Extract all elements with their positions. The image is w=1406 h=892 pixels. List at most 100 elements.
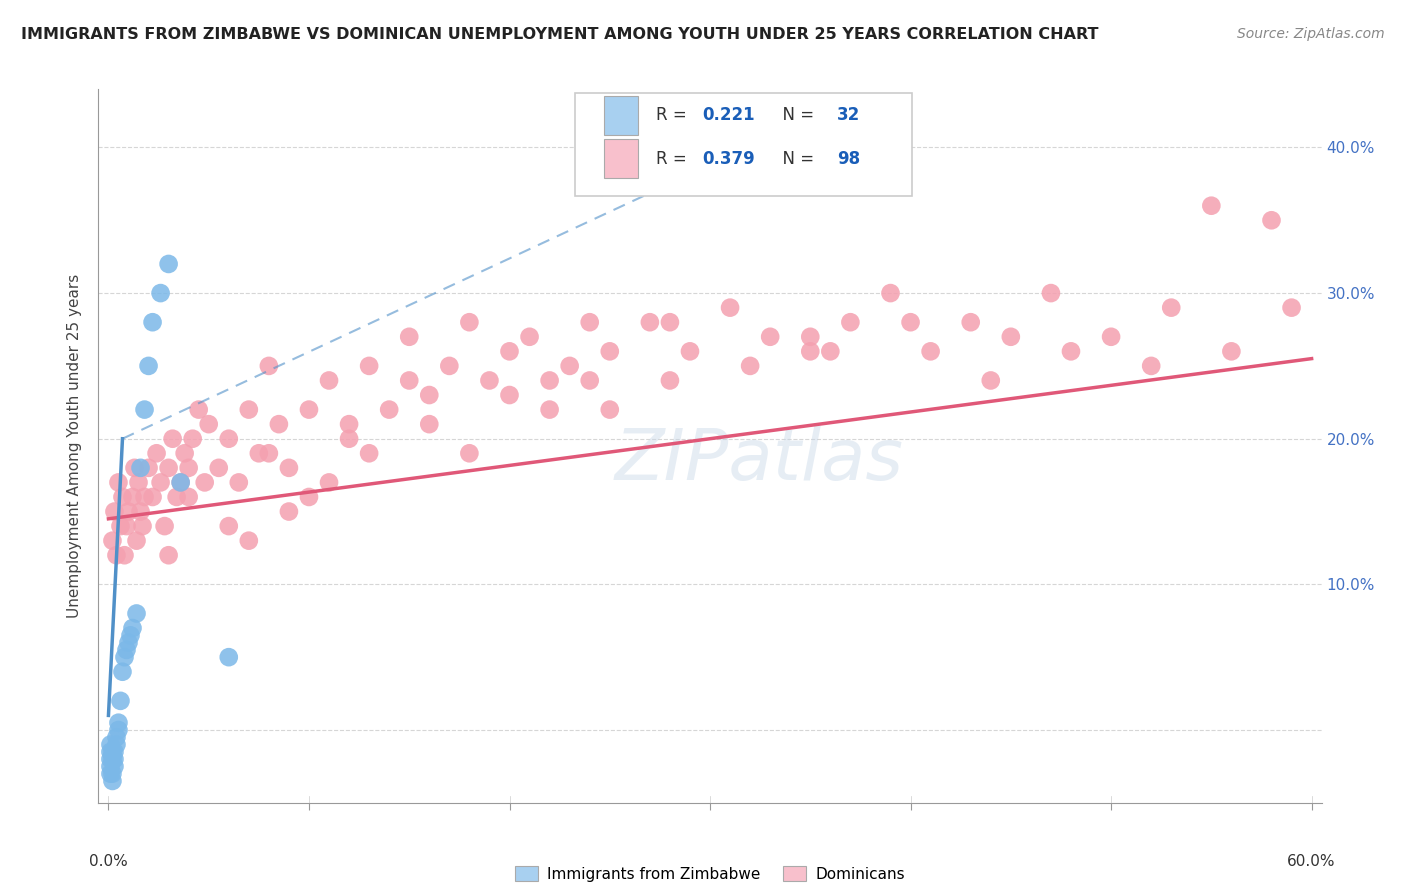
Point [218, 650, 240, 665]
Point [378, 402, 401, 417]
Point [105, 738, 128, 752]
Point [100, 752, 122, 766]
Point [101, 533, 124, 548]
Point [100, 738, 122, 752]
Point [157, 460, 180, 475]
Text: 0.0%: 0.0% [89, 854, 128, 869]
Point [1140, 359, 1163, 373]
Point [111, 665, 134, 679]
Point [169, 475, 191, 490]
Point [124, 460, 146, 475]
Point [799, 344, 821, 359]
Text: 0.379: 0.379 [703, 150, 755, 168]
Text: 0.221: 0.221 [703, 106, 755, 124]
Point [658, 374, 681, 388]
Point [107, 715, 129, 730]
Point [129, 460, 152, 475]
Point [538, 374, 561, 388]
Point [228, 475, 250, 490]
Point [208, 460, 231, 475]
Point [103, 504, 125, 518]
Point [498, 388, 520, 402]
Point [1000, 330, 1022, 344]
Point [110, 519, 132, 533]
Point [318, 475, 340, 490]
Point [359, 446, 381, 460]
Point [679, 344, 702, 359]
Point [519, 330, 541, 344]
Point [153, 519, 176, 533]
Point [128, 475, 150, 490]
Point [218, 432, 240, 446]
Point [101, 766, 124, 780]
Point [194, 475, 217, 490]
Point [177, 460, 200, 475]
Point [100, 745, 122, 759]
Point [115, 519, 138, 533]
Text: 32: 32 [837, 106, 860, 124]
Point [1201, 199, 1223, 213]
Point [267, 417, 290, 432]
Point [125, 533, 148, 548]
Text: ZIPatlas: ZIPatlas [614, 425, 904, 495]
Point [247, 446, 270, 460]
Point [218, 519, 240, 533]
Point [337, 417, 360, 432]
Legend: Immigrants from Zimbabwe, Dominicans: Immigrants from Zimbabwe, Dominicans [509, 860, 911, 888]
Point [638, 315, 661, 329]
Point [578, 315, 600, 329]
Point [166, 490, 188, 504]
Point [439, 359, 461, 373]
Point [197, 417, 219, 432]
Point [759, 330, 782, 344]
Point [418, 417, 440, 432]
Point [1099, 330, 1122, 344]
Point [799, 330, 821, 344]
Text: R =: R = [657, 106, 692, 124]
Point [398, 330, 420, 344]
Point [103, 745, 125, 759]
Point [478, 374, 501, 388]
Point [820, 344, 842, 359]
Point [959, 315, 981, 329]
Point [359, 359, 381, 373]
Point [1281, 301, 1303, 315]
Point [101, 774, 124, 789]
Point [131, 519, 153, 533]
Point [117, 635, 139, 649]
Point [100, 759, 122, 773]
Point [1260, 213, 1282, 227]
Text: N =: N = [772, 106, 820, 124]
Point [1039, 286, 1062, 301]
Point [398, 374, 420, 388]
Point [117, 504, 139, 518]
Point [980, 374, 1002, 388]
Point [578, 374, 600, 388]
Point [879, 286, 901, 301]
Point [120, 628, 142, 642]
Point [538, 402, 561, 417]
Point [238, 533, 260, 548]
Point [169, 475, 191, 490]
Point [257, 446, 280, 460]
Point [298, 402, 321, 417]
Point [107, 475, 129, 490]
Point [173, 446, 195, 460]
Point [181, 432, 204, 446]
Point [157, 548, 180, 562]
Point [107, 723, 129, 737]
Point [298, 490, 321, 504]
Point [138, 359, 160, 373]
Point [134, 490, 156, 504]
Point [125, 607, 148, 621]
Point [129, 504, 152, 518]
Point [900, 315, 922, 329]
Text: N =: N = [772, 150, 820, 168]
Point [418, 388, 440, 402]
Point [599, 344, 621, 359]
Point [1160, 301, 1182, 315]
Point [114, 548, 136, 562]
Text: 60.0%: 60.0% [1288, 854, 1336, 869]
Point [277, 460, 299, 475]
Point [458, 315, 481, 329]
